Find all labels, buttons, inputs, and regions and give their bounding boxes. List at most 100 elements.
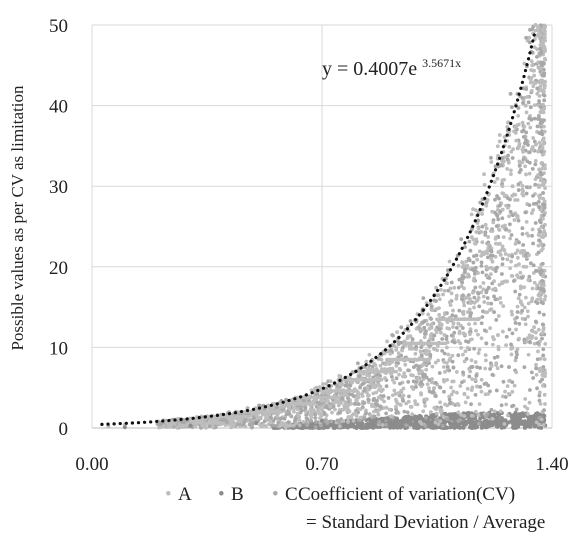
point-a bbox=[346, 403, 351, 408]
point-a bbox=[366, 393, 370, 398]
point-a bbox=[311, 407, 316, 412]
point-a bbox=[399, 353, 403, 358]
point-a bbox=[414, 344, 419, 349]
point-a bbox=[516, 182, 521, 187]
point-a bbox=[230, 417, 235, 422]
point-a bbox=[528, 80, 533, 85]
point-a bbox=[347, 409, 352, 414]
point-a bbox=[488, 326, 493, 331]
point-a bbox=[530, 286, 535, 291]
point-a bbox=[530, 227, 535, 232]
point-a bbox=[445, 417, 450, 421]
point-a bbox=[506, 205, 510, 210]
point-a bbox=[542, 202, 547, 207]
point-a bbox=[540, 132, 545, 136]
point-a bbox=[483, 358, 488, 363]
point-a bbox=[498, 249, 502, 254]
point-a bbox=[537, 94, 542, 98]
point-b bbox=[470, 425, 475, 430]
point-b bbox=[463, 421, 468, 426]
point-a bbox=[540, 368, 544, 372]
point-a bbox=[530, 329, 535, 334]
y-tick-label: 0 bbox=[59, 419, 69, 440]
point-a bbox=[538, 84, 543, 89]
point-a bbox=[360, 394, 365, 398]
point-a bbox=[349, 401, 353, 406]
point-a bbox=[431, 386, 436, 391]
equation-prefix: y = 0.4007e bbox=[322, 58, 417, 80]
point-b bbox=[422, 418, 427, 423]
point-a bbox=[436, 422, 441, 427]
point-a bbox=[539, 248, 544, 253]
point-a bbox=[257, 415, 262, 420]
point-a bbox=[381, 406, 386, 410]
point-a bbox=[213, 419, 218, 423]
point-a bbox=[534, 366, 538, 371]
point-a bbox=[445, 403, 450, 408]
point-a bbox=[314, 385, 319, 390]
point-a bbox=[506, 160, 511, 165]
point-a bbox=[313, 412, 317, 417]
point-a bbox=[509, 105, 514, 110]
point-a bbox=[441, 292, 445, 297]
point-c bbox=[451, 365, 456, 370]
point-a bbox=[499, 163, 504, 168]
point-a bbox=[355, 361, 360, 366]
point-a bbox=[539, 66, 543, 71]
point-a bbox=[493, 197, 497, 202]
point-a bbox=[520, 308, 525, 313]
point-a bbox=[540, 138, 545, 142]
point-a bbox=[433, 380, 438, 385]
point-a bbox=[481, 294, 486, 299]
point-a bbox=[490, 253, 495, 258]
point-a bbox=[320, 398, 324, 403]
point-a bbox=[513, 242, 518, 246]
point-a bbox=[539, 146, 544, 151]
point-a bbox=[526, 121, 531, 126]
point-a bbox=[483, 230, 488, 235]
point-a bbox=[487, 276, 492, 280]
point-a bbox=[501, 191, 506, 196]
point-a bbox=[537, 422, 542, 427]
point-a bbox=[506, 392, 511, 396]
point-a bbox=[533, 177, 538, 182]
point-a bbox=[169, 425, 173, 429]
point-a bbox=[524, 141, 529, 146]
point-b bbox=[494, 415, 499, 420]
point-a bbox=[410, 412, 415, 417]
point-a bbox=[172, 421, 177, 426]
point-a bbox=[473, 377, 478, 382]
point-a bbox=[543, 79, 547, 84]
point-a bbox=[465, 263, 470, 268]
point-a bbox=[507, 214, 511, 219]
point-a bbox=[529, 211, 534, 216]
point-a bbox=[456, 263, 461, 268]
point-a bbox=[537, 293, 542, 298]
point-a bbox=[542, 98, 547, 103]
point-a bbox=[498, 253, 503, 257]
point-a bbox=[520, 226, 525, 231]
point-a bbox=[444, 337, 449, 341]
point-a bbox=[401, 374, 405, 379]
point-a bbox=[423, 404, 427, 408]
point-a bbox=[469, 212, 474, 217]
point-a bbox=[461, 293, 465, 298]
point-a bbox=[464, 259, 468, 264]
point-a bbox=[534, 336, 539, 341]
point-a bbox=[479, 263, 484, 268]
point-a bbox=[317, 385, 322, 389]
point-a bbox=[384, 384, 389, 389]
point-a bbox=[538, 296, 543, 301]
point-a bbox=[510, 389, 515, 394]
point-a bbox=[374, 390, 379, 395]
point-a bbox=[469, 358, 474, 363]
point-a bbox=[208, 419, 213, 424]
point-a bbox=[460, 280, 465, 285]
legend-label: A bbox=[178, 484, 192, 505]
point-a bbox=[516, 188, 521, 192]
point-a bbox=[477, 402, 482, 407]
point-a bbox=[462, 414, 467, 419]
point-a bbox=[537, 28, 541, 33]
point-a bbox=[493, 235, 498, 240]
point-a bbox=[288, 423, 293, 428]
